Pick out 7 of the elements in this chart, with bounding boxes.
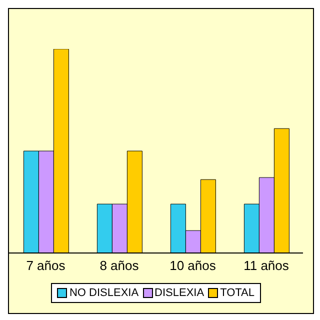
x-tick-label: 8 años [100, 258, 140, 274]
legend-label: NO DISLEXIA [68, 287, 139, 299]
legend-label: TOTAL [219, 287, 255, 299]
x-tick-label: 10 años [170, 258, 216, 274]
x-tick-label: 11 años [244, 258, 290, 274]
x-tick-label: 7 años [26, 258, 66, 274]
legend-label: DISLEXIA [154, 287, 204, 299]
